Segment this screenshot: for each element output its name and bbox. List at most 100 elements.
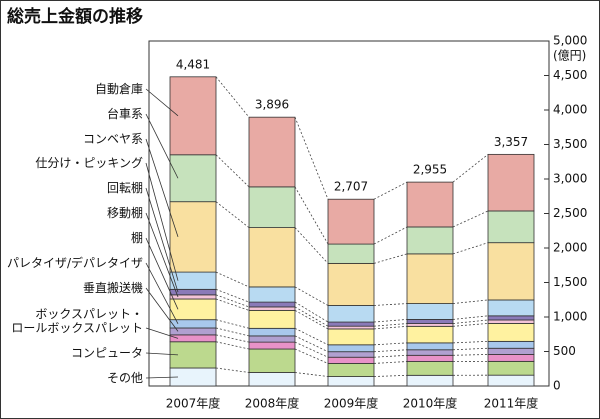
bar-segment bbox=[327, 351, 375, 358]
leader-line bbox=[145, 376, 179, 379]
bar-segment bbox=[487, 210, 535, 244]
bar-segment bbox=[406, 349, 454, 356]
value-label: 3,357 bbox=[494, 135, 528, 149]
x-tick-label: 2011年度 bbox=[484, 396, 539, 411]
bar-segment bbox=[327, 344, 375, 353]
value-label: 2,955 bbox=[413, 163, 447, 177]
connector bbox=[373, 361, 408, 364]
connector bbox=[452, 354, 489, 356]
bar-segment bbox=[169, 201, 217, 273]
connector bbox=[294, 306, 329, 327]
bar-segment bbox=[406, 361, 454, 376]
legend-label: ボックスパレット・ ロールボックスパレット bbox=[11, 307, 143, 335]
connector bbox=[215, 288, 250, 303]
bar-segment bbox=[248, 286, 296, 303]
connector bbox=[452, 210, 489, 228]
bar-segment bbox=[406, 323, 454, 327]
bar-segment bbox=[248, 341, 296, 350]
connector bbox=[373, 349, 408, 353]
value-label: 4,481 bbox=[176, 57, 210, 71]
bar-segment bbox=[248, 372, 296, 387]
connector bbox=[294, 310, 329, 330]
x-tick-label: 2008年度 bbox=[245, 396, 300, 411]
bar-segment bbox=[487, 360, 535, 376]
y-tick-label: 1,500 bbox=[553, 275, 587, 289]
connector bbox=[215, 327, 250, 337]
bar-segment bbox=[327, 325, 375, 330]
connector bbox=[294, 186, 329, 245]
connector bbox=[294, 372, 329, 377]
bar-segment bbox=[248, 327, 296, 337]
bar-segment bbox=[406, 226, 454, 255]
bar-segment bbox=[169, 154, 217, 203]
bar-segment bbox=[169, 327, 217, 336]
connector bbox=[215, 76, 250, 118]
y-axis-label: (億円) bbox=[553, 49, 586, 63]
connector bbox=[294, 286, 329, 306]
legend-label: 回転棚 bbox=[106, 181, 143, 195]
connector bbox=[215, 341, 250, 350]
connector bbox=[294, 348, 329, 364]
bar-segment bbox=[248, 348, 296, 373]
x-tick-label: 2007年度 bbox=[166, 396, 221, 411]
bar-segment bbox=[406, 374, 454, 387]
y-tick-label: 1,000 bbox=[553, 310, 587, 324]
bar-segment bbox=[487, 153, 535, 212]
connector bbox=[373, 253, 408, 264]
x-tick-label: 2009年度 bbox=[324, 396, 379, 411]
bar-segment bbox=[487, 354, 535, 362]
bar-segment bbox=[327, 305, 375, 323]
bar-segment bbox=[327, 356, 375, 364]
y-tick-label: 4,000 bbox=[553, 103, 587, 117]
connector bbox=[373, 319, 408, 323]
bar-segment bbox=[406, 354, 454, 362]
legend-label: その他 bbox=[106, 371, 143, 385]
bar-segment bbox=[169, 271, 217, 290]
bar-segment bbox=[487, 242, 535, 301]
y-tick-label: 3,000 bbox=[553, 172, 587, 186]
connector bbox=[215, 201, 250, 228]
leader-line bbox=[145, 237, 179, 310]
y-tick-label: 2,500 bbox=[553, 206, 587, 220]
connector bbox=[373, 374, 408, 377]
leader-line bbox=[145, 287, 179, 332]
connector bbox=[373, 226, 408, 245]
connector bbox=[452, 242, 489, 255]
connector bbox=[294, 327, 329, 346]
bar-segment bbox=[248, 186, 296, 228]
value-label: 2,707 bbox=[334, 180, 368, 194]
y-tick-label: 3,500 bbox=[553, 137, 587, 151]
bar-segment bbox=[327, 376, 375, 387]
bar-segment bbox=[248, 309, 296, 329]
bar-segment bbox=[327, 328, 375, 346]
x-tick-label: 2010年度 bbox=[403, 396, 458, 411]
connector bbox=[452, 347, 489, 351]
bar-segment bbox=[327, 321, 375, 327]
y-tick-label: 2,000 bbox=[553, 241, 587, 255]
leader-line bbox=[145, 113, 179, 179]
leader-line bbox=[145, 162, 179, 281]
bar-segment bbox=[248, 306, 296, 311]
connector bbox=[373, 354, 408, 358]
connector bbox=[452, 299, 489, 304]
connector bbox=[294, 301, 329, 323]
connector bbox=[215, 294, 250, 308]
connector bbox=[215, 367, 250, 373]
bar-segment bbox=[169, 76, 217, 156]
connector bbox=[452, 319, 489, 324]
connector bbox=[452, 154, 489, 183]
connector bbox=[452, 340, 489, 344]
legend-label: コンピュータ bbox=[70, 346, 143, 360]
connector bbox=[373, 323, 408, 327]
bar-segment bbox=[327, 363, 375, 377]
leader-line bbox=[145, 352, 179, 356]
leader-line bbox=[145, 138, 179, 238]
y-tick-label: 0 bbox=[553, 379, 561, 393]
legend-label: 仕分け・ピッキング bbox=[35, 156, 143, 170]
bar-segment bbox=[487, 319, 535, 324]
leader-line bbox=[145, 187, 179, 293]
connector bbox=[215, 298, 250, 311]
leader-line bbox=[145, 327, 179, 339]
legend-label: コンベヤ系 bbox=[82, 132, 143, 146]
connector bbox=[294, 335, 329, 353]
